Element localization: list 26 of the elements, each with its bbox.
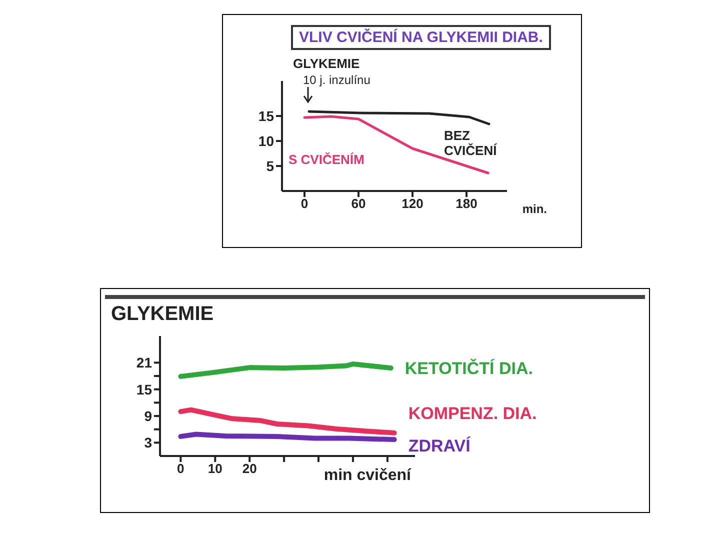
y-tick-label: 9 [144, 408, 152, 424]
y-tick-label: 15 [258, 108, 274, 124]
x-tick-label: 20 [242, 461, 257, 476]
x-tick-label: 120 [402, 196, 424, 212]
x-axis-title: min cvičení [324, 467, 412, 484]
chart-title: VLIV CVIČENÍ NA GLYKEMII DIAB. [291, 25, 551, 50]
y-tick-label: 21 [136, 354, 152, 371]
x-tick-label: 180 [456, 196, 478, 212]
x-tick-label: 10 [208, 461, 222, 476]
x-tick-label: 0 [300, 196, 308, 212]
series-label: KOMPENZ. DIA. [408, 404, 537, 423]
series-label: BEZ CVIČENÍ [444, 128, 498, 158]
y-axis-title: GLYKEMIE [111, 303, 215, 326]
x-axis-title: min. [522, 202, 547, 216]
y-tick-label: 10 [258, 132, 274, 149]
annotation: 10 j. inzulínu [303, 73, 370, 87]
y-axis-title: GLYKEMIE [293, 56, 361, 71]
text: S CVIČENÍM [288, 152, 364, 167]
y-tick-label: 15 [136, 381, 152, 398]
x-tick-label: 0 [177, 461, 184, 476]
x-tick-label: 60 [351, 196, 366, 212]
series-label: ZDRAVÍ [408, 436, 472, 456]
y-tick-label: 5 [266, 158, 274, 174]
line-series [308, 110, 490, 126]
series-label: KETOTIČTÍ DIA. [404, 358, 534, 378]
y-tick-label: 3 [144, 434, 152, 451]
